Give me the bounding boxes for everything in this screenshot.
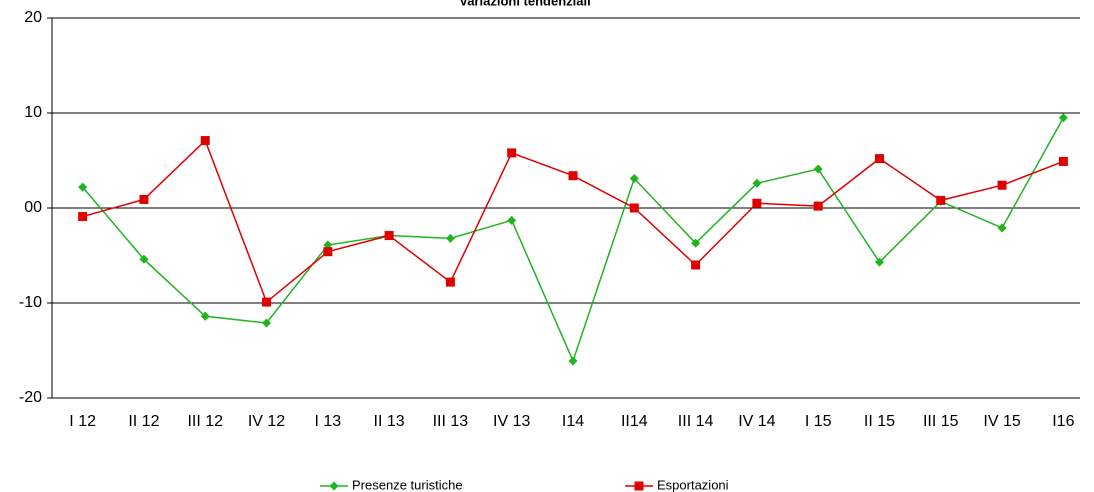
y-tick-label: -10 (19, 294, 42, 311)
x-tick-label: I 15 (805, 413, 832, 430)
x-tick-label: IV 14 (738, 413, 775, 430)
y-tick-label: 10 (24, 104, 42, 121)
marker (629, 174, 639, 184)
marker (568, 356, 578, 366)
legend-label: Presenze turistiche (352, 477, 463, 492)
marker (384, 231, 394, 241)
marker (874, 257, 884, 267)
x-tick-label: IV 15 (983, 413, 1020, 430)
x-tick-label: II 13 (374, 413, 405, 430)
marker (200, 136, 210, 146)
x-tick-label: I 12 (69, 413, 96, 430)
marker (752, 178, 762, 188)
x-tick-label: II14 (621, 413, 648, 430)
x-tick-label: III 15 (923, 413, 959, 430)
marker (997, 180, 1007, 190)
x-tick-label: II 12 (128, 413, 159, 430)
x-tick-label: III 14 (678, 413, 714, 430)
x-tick-label: I16 (1052, 413, 1074, 430)
marker (262, 297, 272, 307)
x-tick-label: IV 12 (248, 413, 285, 430)
marker (568, 171, 578, 181)
marker (139, 254, 149, 264)
marker (1058, 156, 1068, 166)
marker (813, 164, 823, 174)
chart-title: Variazioni tendenziali (459, 0, 590, 8)
marker (936, 195, 946, 205)
x-tick-label: I 13 (314, 413, 341, 430)
marker (997, 223, 1007, 233)
marker (445, 233, 455, 243)
legend-marker (329, 481, 339, 491)
marker (507, 148, 517, 158)
x-tick-label: II 15 (864, 413, 895, 430)
x-tick-label: IV 13 (493, 413, 530, 430)
series-line (82, 117, 1065, 364)
y-tick-label: -20 (19, 389, 42, 406)
x-tick-label: III 13 (433, 413, 469, 430)
marker (752, 198, 762, 208)
marker (874, 154, 884, 164)
x-tick-label: III 12 (187, 413, 223, 430)
marker (691, 260, 701, 270)
y-tick-label: 20 (24, 9, 42, 26)
marker (445, 277, 455, 287)
y-tick-label: 00 (24, 199, 42, 216)
marker (813, 201, 823, 211)
marker (262, 318, 272, 328)
marker (691, 238, 701, 248)
marker (507, 215, 517, 225)
marker (323, 247, 333, 257)
marker (1058, 113, 1068, 123)
marker (78, 212, 88, 222)
x-tick-label: I14 (562, 413, 584, 430)
legend-marker (634, 481, 644, 491)
marker (78, 182, 88, 192)
marker (139, 194, 149, 204)
marker (200, 311, 210, 321)
series-line (82, 139, 1064, 304)
legend-label: Esportazioni (657, 477, 729, 492)
marker (629, 203, 639, 213)
